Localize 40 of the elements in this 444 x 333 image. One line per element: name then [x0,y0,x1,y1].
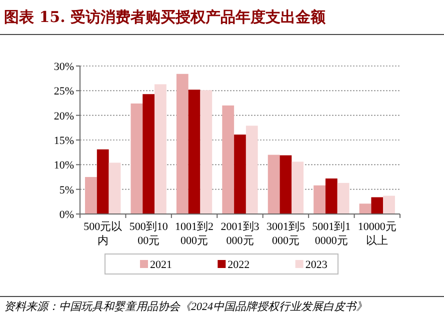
y-tick-label: 0% [59,209,74,221]
bar [96,149,109,214]
bar [142,94,155,214]
bar [222,105,234,214]
bar [383,196,395,214]
x-tick-label: 10000元以上 [358,221,396,247]
y-tick-label: 10% [54,160,74,172]
legend-label: 2023 [305,259,328,271]
y-tick-label: 15% [54,135,74,147]
bar [200,90,212,214]
y-tick-label: 20% [54,110,74,122]
bar [337,182,350,214]
bar [154,84,166,214]
legend-label: 2022 [228,259,250,271]
y-tick-label: 25% [54,86,74,98]
y-tick-label: 5% [59,184,74,196]
x-tick-label: 1001到2000元 [175,221,214,247]
bar [292,162,304,214]
y-tick-label: 30% [54,61,74,73]
bar [188,90,200,214]
x-tick-label: 2001到3000元 [220,221,260,247]
bar [371,197,384,214]
x-tick-label: 3001到5000元 [266,221,306,247]
x-tick-label: 5001到10000元 [312,221,351,247]
bar [325,178,338,214]
x-tick-label: 500到1000元 [129,221,168,247]
bar [130,103,143,214]
bar [234,134,246,214]
x-tick-label: 500元以内 [84,220,122,247]
bar [246,126,258,214]
legend-label: 2021 [150,259,172,271]
bar [280,155,292,214]
bar [268,154,280,214]
text: 资料来源：中国玩具和婴童用品协会《2024中国品牌授权行业发展白皮书》 [4,300,368,315]
bar [359,204,372,214]
bar [108,162,121,214]
bar [314,185,326,214]
bar [85,177,97,214]
chart-title: 图表 15. 受访消费者购买授权产品年度支出金额 [4,8,326,27]
bar [176,74,188,214]
